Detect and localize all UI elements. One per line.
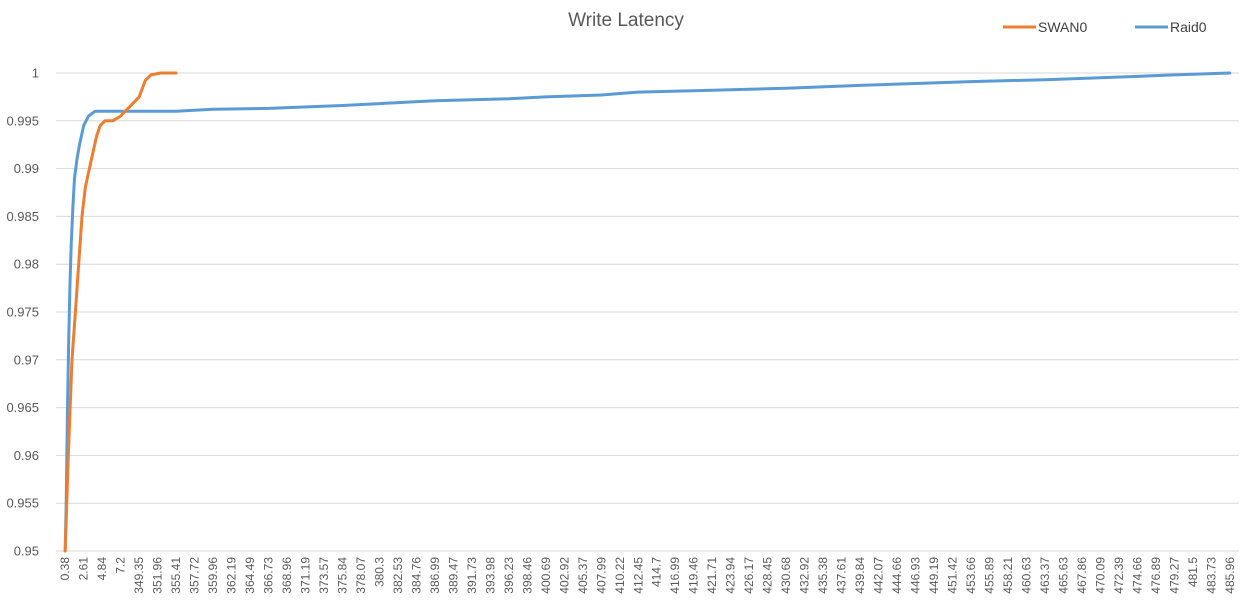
- y-tick-label: 0.97: [14, 352, 39, 367]
- x-tick-label: 378.07: [354, 557, 368, 594]
- x-tick-label: 412.45: [631, 557, 645, 594]
- x-tick-label: 442.07: [872, 557, 886, 594]
- x-tick-label: 371.19: [299, 557, 313, 594]
- y-tick-label: 0.965: [6, 400, 39, 415]
- x-tick-label: 4.84: [95, 557, 109, 581]
- y-tick-label: 0.995: [6, 113, 39, 128]
- x-tick-label: 398.46: [520, 557, 534, 594]
- x-tick-label: 402.92: [557, 557, 571, 594]
- x-tick-label: 446.93: [909, 557, 923, 594]
- series-line-raid0: [63, 71, 1232, 553]
- x-tick-label: 382.53: [391, 557, 405, 594]
- x-tick-label: 375.84: [336, 557, 350, 594]
- x-tick-label: 400.69: [539, 557, 553, 594]
- x-axis-ticks: 0.38 2.61 4.84 7.2 349.35 351.96 355.41 357.72 3…: [56, 550, 1239, 594]
- x-tick-label: 355.41: [169, 557, 183, 594]
- x-tick-label: 439.84: [853, 557, 867, 594]
- x-tick-label: 451.42: [945, 557, 959, 594]
- y-tick-label: 0.975: [6, 305, 39, 320]
- x-tick-label: 357.72: [188, 557, 202, 594]
- x-tick-label: 476.89: [1149, 557, 1163, 594]
- series-line-swan0: [63, 71, 178, 553]
- x-tick-label: 455.89: [982, 557, 996, 594]
- x-tick-label: 351.96: [151, 557, 165, 594]
- x-tick-label: 483.73: [1204, 557, 1218, 594]
- x-tick-label: 414.7: [650, 557, 664, 587]
- x-tick-label: 458.21: [1001, 557, 1015, 594]
- x-tick-label: 416.99: [668, 557, 682, 594]
- x-tick-label: 470.09: [1093, 557, 1107, 594]
- x-tick-label: 393.98: [483, 557, 497, 594]
- x-tick-label: 2.61: [77, 557, 91, 581]
- x-tick-label: 430.68: [779, 557, 793, 594]
- y-tick-label: 0.985: [6, 209, 39, 224]
- x-tick-label: 368.96: [280, 557, 294, 594]
- x-tick-label: 410.22: [613, 557, 627, 594]
- x-tick-label: 463.37: [1038, 557, 1052, 594]
- x-tick-label: 467.86: [1075, 557, 1089, 594]
- x-tick-label: 437.61: [835, 557, 849, 594]
- x-tick-label: 380.3: [372, 557, 386, 587]
- x-tick-label: 366.73: [262, 557, 276, 594]
- y-tick-label: 0.98: [14, 257, 39, 272]
- x-tick-label: 407.99: [594, 557, 608, 594]
- x-tick-label: 460.63: [1019, 557, 1033, 594]
- x-tick-label: 432.92: [798, 557, 812, 594]
- x-tick-label: 386.99: [428, 557, 442, 594]
- legend: SWAN0 Raid0: [1003, 19, 1207, 35]
- series-lines: [63, 71, 1232, 553]
- x-tick-label: 474.66: [1130, 557, 1144, 594]
- chart-title: Write Latency: [568, 10, 684, 31]
- x-tick-label: 373.57: [317, 557, 331, 594]
- x-tick-label: 428.45: [761, 557, 775, 594]
- x-tick-label: 405.37: [576, 557, 590, 594]
- legend-label: Raid0: [1170, 19, 1207, 35]
- x-tick-label: 453.66: [964, 557, 978, 594]
- x-tick-label: 391.73: [465, 557, 479, 594]
- x-tick-label: 465.63: [1056, 557, 1070, 594]
- y-tick-label: 0.955: [6, 496, 39, 511]
- x-tick-label: 349.35: [132, 557, 146, 594]
- x-tick-label: 384.76: [409, 557, 423, 594]
- x-tick-label: 479.27: [1167, 557, 1181, 594]
- x-tick-label: 7.2: [114, 557, 128, 574]
- x-tick-label: 359.96: [206, 557, 220, 594]
- y-tick-label: 0.99: [14, 161, 39, 176]
- x-tick-label: 421.71: [705, 557, 719, 594]
- x-tick-label: 362.19: [225, 557, 239, 594]
- x-tick-label: 481.5: [1186, 557, 1200, 587]
- x-tick-label: 449.19: [927, 557, 941, 594]
- x-tick-label: 364.49: [243, 557, 257, 594]
- legend-label: SWAN0: [1038, 19, 1087, 35]
- x-tick-label: 419.46: [687, 557, 701, 594]
- x-tick-label: 426.17: [742, 557, 756, 594]
- x-tick-label: 444.66: [890, 557, 904, 594]
- x-tick-label: 396.23: [502, 557, 516, 594]
- y-tick-label: 1: [32, 66, 39, 81]
- y-tick-label: 0.95: [14, 544, 39, 559]
- x-tick-label: 423.94: [724, 557, 738, 594]
- x-tick-label: 472.39: [1112, 557, 1126, 594]
- x-tick-label: 389.47: [446, 557, 460, 594]
- gridlines: [56, 72, 1239, 552]
- y-tick-label: 0.96: [14, 448, 39, 463]
- x-tick-label: 485.96: [1223, 557, 1237, 594]
- x-tick-label: 0.38: [58, 557, 72, 581]
- x-tick-label: 435.38: [816, 557, 830, 594]
- y-axis-ticks: 0.95 0.955 0.96 0.965 0.97 0.975 0.98 0.985 0.99…: [6, 66, 39, 559]
